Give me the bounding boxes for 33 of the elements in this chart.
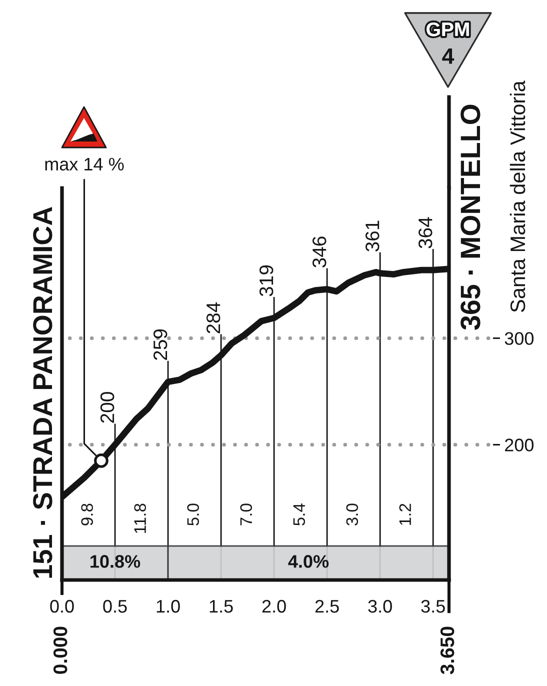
- x-tick-label: 0.0: [50, 600, 74, 613]
- text: GPM: [426, 22, 469, 36]
- y-tick-label: 300: [504, 332, 534, 345]
- annotation: 1.2: [399, 504, 411, 525]
- annotation: 5.4: [293, 503, 306, 526]
- annotation: 5.0: [187, 504, 200, 526]
- text: 4: [442, 48, 454, 64]
- annotation: 3.0: [346, 504, 358, 526]
- band-label: 4.0%: [288, 555, 329, 568]
- x-tick-label: 2.5: [315, 600, 339, 613]
- data-label: 284: [206, 302, 220, 334]
- data-label: 361: [366, 220, 380, 252]
- x2-tick-label: 0.000: [53, 626, 68, 674]
- annotation: 7.0: [240, 504, 252, 526]
- data-label: 319: [259, 265, 274, 296]
- x-tick-label: 0.5: [103, 600, 127, 613]
- annotation: 9.8: [81, 504, 93, 526]
- data-label: 346: [312, 236, 326, 268]
- data-label: 364: [418, 217, 432, 248]
- band-label: 10.8%: [90, 555, 140, 568]
- x2-tick-label: 3.650: [440, 626, 454, 674]
- x-tick-label: 1.5: [210, 600, 233, 613]
- x-tick-label: 2.0: [262, 600, 286, 613]
- x-tick-label: 3.5: [421, 600, 445, 613]
- data-label: 259: [153, 329, 168, 360]
- text: Santa Maria della Vittoria: [510, 80, 526, 312]
- annotation: 151 · STRADA PANORAMICA: [33, 206, 52, 578]
- annotation: 365 · MONTELLO: [460, 104, 480, 330]
- x-tick-label: 3.0: [368, 600, 392, 613]
- annotation: 11.8: [134, 504, 146, 533]
- data-label: 200: [100, 392, 114, 423]
- x-tick-label: 1.0: [156, 600, 180, 613]
- annotation: max 14 %: [45, 158, 124, 171]
